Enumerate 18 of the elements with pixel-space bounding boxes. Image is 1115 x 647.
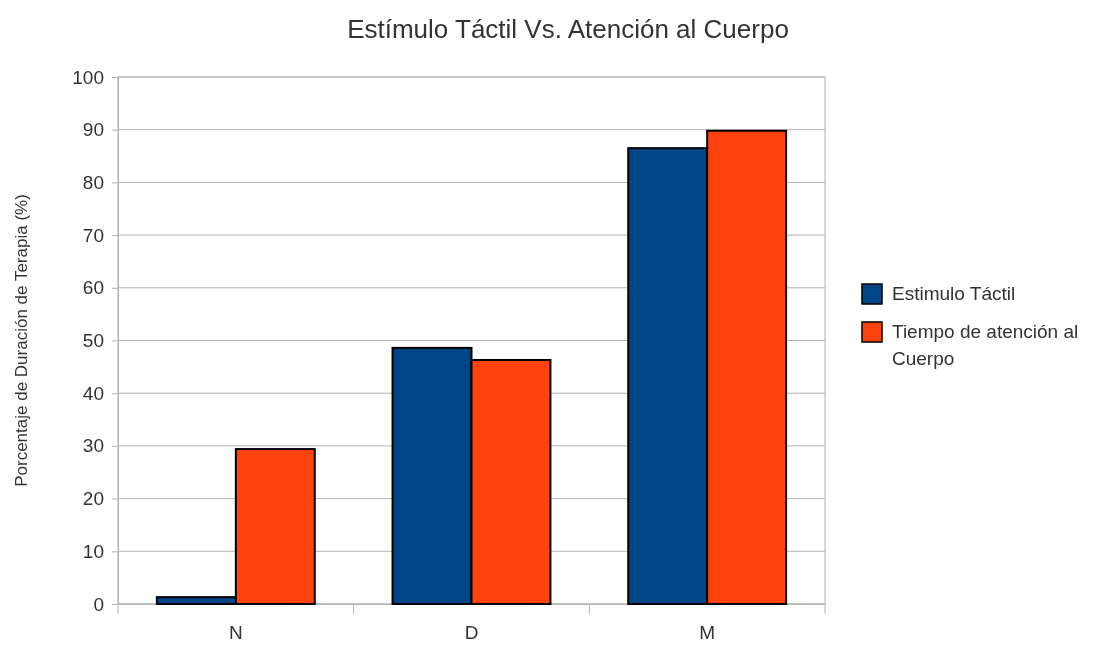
y-tick-label: 80 [82, 171, 104, 193]
y-tick-label: 100 [72, 66, 104, 88]
y-axis-title: Porcentaje de Duración de Terapia (%) [12, 194, 31, 487]
chart-title: Estímulo Táctil Vs. Atención al Cuerpo [347, 14, 789, 44]
legend-label: Tiempo de atención al Cuerpo [892, 321, 1079, 369]
legend-label: Estimulo Táctil [892, 283, 1016, 304]
y-tick-label: 60 [82, 277, 104, 299]
y-tick-label: 0 [93, 593, 104, 615]
y-tick-label: 50 [82, 330, 104, 352]
y-tick-label: 30 [82, 435, 104, 457]
y-tick-label: 20 [82, 488, 104, 510]
x-tick-label: N [228, 622, 243, 644]
y-tick-label: 10 [82, 540, 104, 562]
y-tick-label: 90 [82, 119, 104, 141]
x-tick-label: M [699, 622, 716, 644]
y-tick-label: 40 [82, 382, 104, 404]
y-tick-label: 70 [82, 224, 104, 246]
x-tick-label: D [464, 622, 479, 644]
